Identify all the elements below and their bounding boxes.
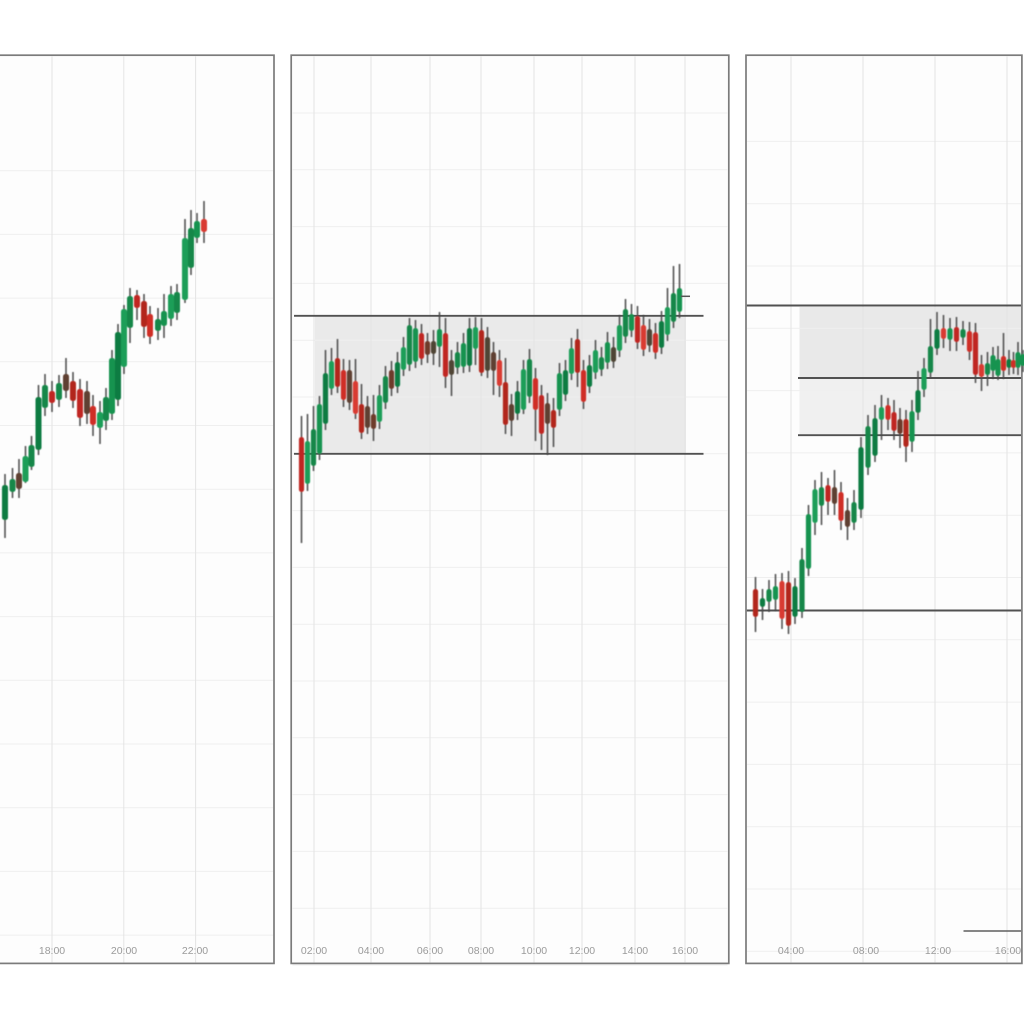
svg-text:12:00: 12:00 xyxy=(569,945,595,957)
svg-text:14:00: 14:00 xyxy=(622,945,648,957)
svg-text:16:00: 16:00 xyxy=(672,945,698,957)
svg-text:04:00: 04:00 xyxy=(358,945,384,957)
svg-text:04:00: 04:00 xyxy=(778,945,804,957)
svg-text:08:00: 08:00 xyxy=(853,945,879,957)
svg-text:08:00: 08:00 xyxy=(468,945,494,957)
svg-text:20:00: 20:00 xyxy=(111,945,137,957)
svg-text:18:00: 18:00 xyxy=(39,945,65,957)
svg-text:06:00: 06:00 xyxy=(417,945,443,957)
svg-text:12:00: 12:00 xyxy=(925,945,951,957)
svg-text:10:00: 10:00 xyxy=(521,945,547,957)
svg-text:02:00: 02:00 xyxy=(301,945,327,957)
svg-text:22:00: 22:00 xyxy=(182,945,208,957)
svg-text:16:00: 16:00 xyxy=(995,945,1021,957)
